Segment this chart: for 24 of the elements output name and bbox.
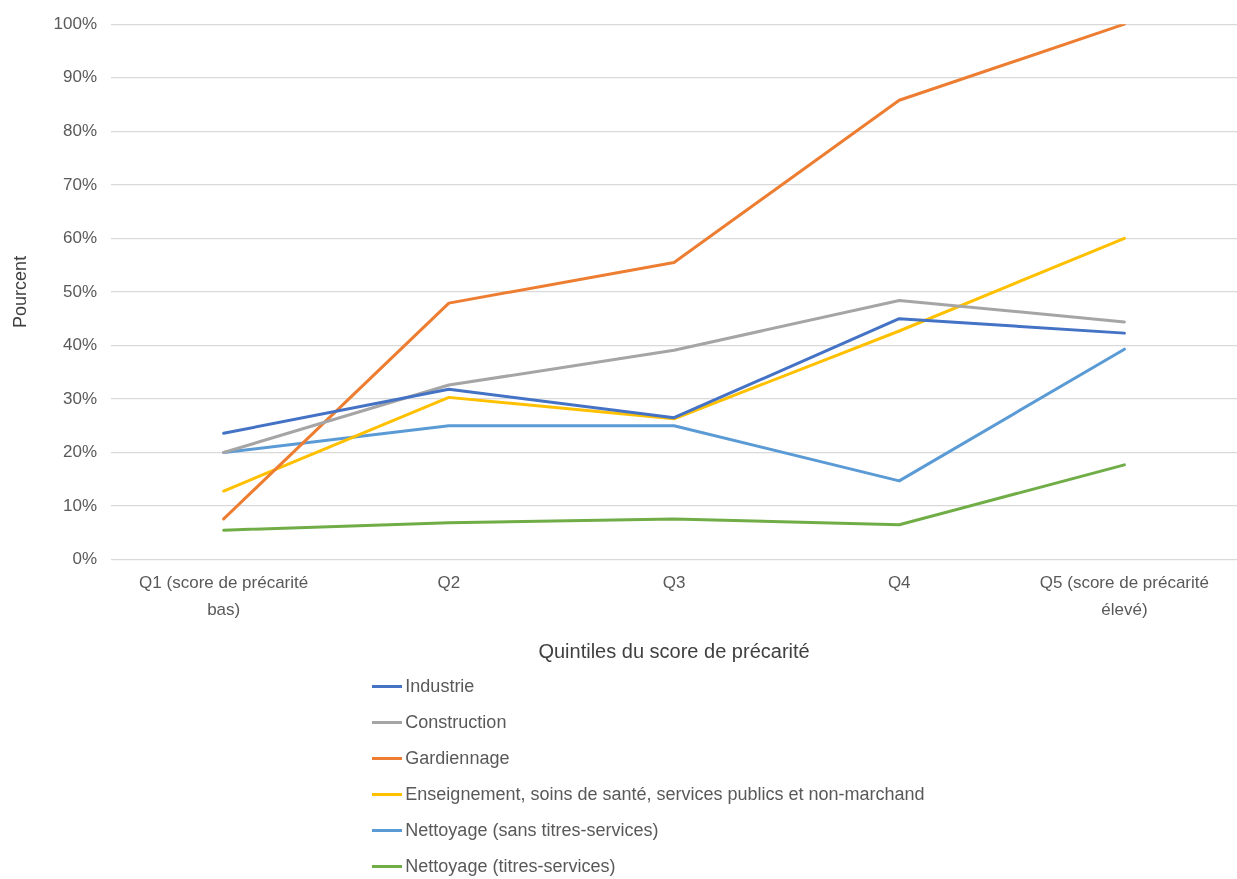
legend-label: Enseignement, soins de santé, services publics et non-marchand xyxy=(405,783,925,805)
y-tick-label: 10% xyxy=(63,495,98,515)
x-tick-label: Q1 (score de précarité bas) xyxy=(139,572,309,620)
y-tick-label: 50% xyxy=(63,281,98,301)
legend-label: Construction xyxy=(405,711,507,733)
y-tick-label: 60% xyxy=(63,228,98,248)
y-tick-label: 40% xyxy=(63,335,98,355)
x-axis-title: Quintiles du score de précarité xyxy=(538,639,810,662)
y-tick-label: 90% xyxy=(63,67,98,87)
legend-label: Nettoyage (titres-services) xyxy=(405,855,616,877)
x-tick-label: Q4 xyxy=(887,572,911,592)
legend-label: Gardiennage xyxy=(405,747,510,769)
x-tick-label: Q2 xyxy=(437,572,461,592)
y-tick-label: 80% xyxy=(63,120,98,140)
y-tick-label: 30% xyxy=(63,388,98,408)
y-axis-title: Pourcent xyxy=(9,255,30,328)
legend-label: Industrie xyxy=(405,675,475,697)
y-tick-label: 0% xyxy=(72,549,98,569)
legend-label: Nettoyage (sans titres-services) xyxy=(405,819,659,841)
x-tick-label: Q3 xyxy=(662,572,686,592)
y-tick-label: 20% xyxy=(63,442,98,462)
x-tick-label: Q5 (score de précarité élevé) xyxy=(1039,572,1209,620)
y-tick-label: 70% xyxy=(63,174,98,194)
y-tick-label: 100% xyxy=(53,13,98,33)
